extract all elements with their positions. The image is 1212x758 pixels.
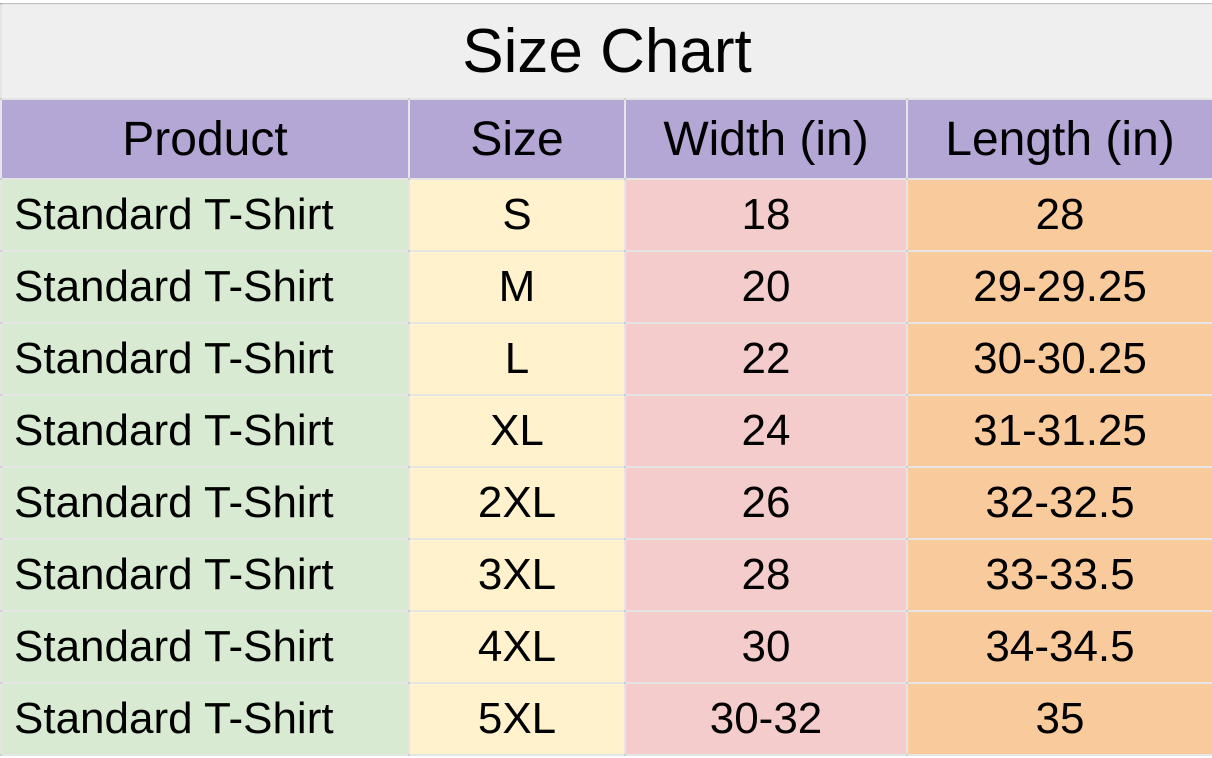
header-length[interactable]: Length (in) [905, 98, 1212, 180]
width-cell[interactable]: 22 [624, 322, 908, 396]
length-cell[interactable]: 32-32.5 [905, 466, 1212, 540]
size-cell[interactable]: M [408, 250, 626, 324]
product-cell[interactable]: Standard T-Shirt [0, 178, 410, 252]
table-row: Standard T-Shirt 3XL 28 33-33.5 [0, 538, 1212, 612]
product-cell[interactable]: Standard T-Shirt [0, 682, 410, 756]
length-cell[interactable]: 28 [905, 178, 1212, 252]
header-product[interactable]: Product [0, 98, 410, 180]
product-cell[interactable]: Standard T-Shirt [0, 466, 410, 540]
table-row: Standard T-Shirt 2XL 26 32-32.5 [0, 466, 1212, 540]
width-cell[interactable]: 28 [624, 538, 908, 612]
width-cell[interactable]: 20 [624, 250, 908, 324]
size-cell[interactable]: 2XL [408, 466, 626, 540]
header-size[interactable]: Size [408, 98, 626, 180]
width-cell[interactable]: 24 [624, 394, 908, 468]
product-cell[interactable]: Standard T-Shirt [0, 250, 410, 324]
width-cell[interactable]: 30 [624, 610, 908, 684]
size-cell[interactable]: 5XL [408, 682, 626, 756]
length-cell[interactable]: 30-30.25 [905, 322, 1212, 396]
product-cell[interactable]: Standard T-Shirt [0, 322, 410, 396]
product-cell[interactable]: Standard T-Shirt [0, 538, 410, 612]
length-cell[interactable]: 35 [905, 682, 1212, 756]
table-row: Standard T-Shirt 4XL 30 34-34.5 [0, 610, 1212, 684]
length-cell[interactable]: 33-33.5 [905, 538, 1212, 612]
table-row: Standard T-Shirt L 22 30-30.25 [0, 322, 1212, 396]
chart-title[interactable]: Size Chart [0, 3, 1212, 100]
table-row: Standard T-Shirt 5XL 30-32 35 [0, 682, 1212, 756]
width-cell[interactable]: 26 [624, 466, 908, 540]
width-cell[interactable]: 18 [624, 178, 908, 252]
width-cell[interactable]: 30-32 [624, 682, 908, 756]
table-row: Standard T-Shirt S 18 28 [0, 178, 1212, 252]
table-row: Standard T-Shirt XL 24 31-31.25 [0, 394, 1212, 468]
size-cell[interactable]: 3XL [408, 538, 626, 612]
size-cell[interactable]: 4XL [408, 610, 626, 684]
size-chart-table: Size Chart Product Size Width (in) Lengt… [0, 3, 1212, 756]
size-cell[interactable]: L [408, 322, 626, 396]
product-cell[interactable]: Standard T-Shirt [0, 394, 410, 468]
length-cell[interactable]: 31-31.25 [905, 394, 1212, 468]
length-cell[interactable]: 29-29.25 [905, 250, 1212, 324]
table-row: Standard T-Shirt M 20 29-29.25 [0, 250, 1212, 324]
product-cell[interactable]: Standard T-Shirt [0, 610, 410, 684]
length-cell[interactable]: 34-34.5 [905, 610, 1212, 684]
header-width[interactable]: Width (in) [624, 98, 908, 180]
size-cell[interactable]: XL [408, 394, 626, 468]
size-cell[interactable]: S [408, 178, 626, 252]
